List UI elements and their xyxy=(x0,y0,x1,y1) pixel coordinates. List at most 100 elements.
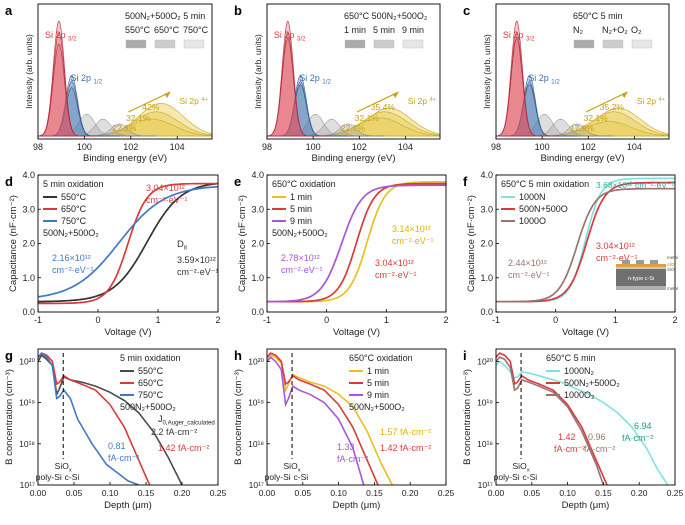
x-tick-label: 102 xyxy=(581,142,596,152)
panel-letter: b xyxy=(234,3,242,18)
x-tick-label: 0.05 xyxy=(524,488,541,498)
inset-label: SiOₓ xyxy=(667,267,677,272)
x-tick-label: 0.00 xyxy=(30,488,47,498)
series-line xyxy=(266,184,446,303)
series-line xyxy=(496,360,669,485)
annotation-line: fA·cm⁻² xyxy=(584,444,615,454)
legend-item: 550°C xyxy=(61,192,87,202)
x-tick-label: 0.20 xyxy=(631,488,648,498)
series-line xyxy=(267,352,379,485)
x-tick-label: -1 xyxy=(263,315,271,325)
legend-title: 650°C 5 min oxidation xyxy=(501,179,589,189)
legend-item: 1 min xyxy=(290,192,312,202)
panel-letter: g xyxy=(5,348,13,363)
legend-item: 1000N₂ xyxy=(564,366,595,376)
percent-label: 32.1% xyxy=(584,113,609,123)
annotation-line: cm⁻²·eV⁻¹ xyxy=(52,265,94,275)
annotation-line: 0.81 xyxy=(108,441,126,451)
panel-letter: i xyxy=(463,348,467,363)
annotation-line: fA·cm⁻² xyxy=(554,444,585,454)
trend-arrow xyxy=(128,91,171,113)
x-tick-label: 104 xyxy=(627,142,642,152)
x-tick-label: 0.00 xyxy=(259,488,276,498)
legend-swatch xyxy=(344,39,366,49)
y-axis-label: Intensity (arb. units) xyxy=(253,34,263,109)
x-axis-label: Binding energy (eV) xyxy=(541,153,625,164)
si4-peak xyxy=(541,121,670,137)
x-axis-label: Depth (μm) xyxy=(104,500,152,511)
region-label-csi: c-Si xyxy=(522,472,537,482)
legend-title: 650°C oxidation xyxy=(272,179,336,189)
peak-label-si2p12: Si 2p 1/2 xyxy=(528,73,560,86)
series-line xyxy=(496,352,608,485)
y-axis-label: B concentration (cm⁻³) xyxy=(4,369,15,465)
annotation-line: cm⁻²·eV⁻¹ xyxy=(281,265,323,275)
y-tick-label: 10¹⁹ xyxy=(477,398,493,408)
y-tick-label: 1.0 xyxy=(251,273,264,283)
y-tick-label: 3.0 xyxy=(22,204,35,214)
y-tick-label: 1.0 xyxy=(480,273,493,283)
series-line xyxy=(37,185,219,298)
peak-label-si2p12: Si 2p 1/2 xyxy=(299,73,331,86)
x-tick-label: 1 xyxy=(613,315,618,325)
x-tick-label: 100 xyxy=(77,142,92,152)
series-line xyxy=(38,351,140,485)
inset-label: metal xyxy=(667,255,678,260)
x-tick-label: 0.10 xyxy=(330,488,347,498)
panel-letter: h xyxy=(234,348,242,363)
legend-title: 5 min oxidation xyxy=(43,179,104,189)
legend-footer: 500N₂+500O₂ xyxy=(272,228,328,238)
peak-label-si2p32: Si 2p 3/2 xyxy=(503,30,535,43)
legend-swatch xyxy=(154,39,176,49)
y-tick-label: 2.0 xyxy=(480,239,493,249)
legend-title: 5 min oxidation xyxy=(120,353,181,363)
annotation-line: 3.04×10¹² xyxy=(146,183,185,193)
axes-frame xyxy=(266,348,447,486)
x-axis-label: Depth (μm) xyxy=(562,500,610,511)
annotation-line: fA·cm⁻² xyxy=(622,433,653,443)
legend-item: 500N₂+500O₂ xyxy=(564,378,620,388)
legend-item: O₂ xyxy=(631,25,642,35)
series-line xyxy=(38,182,218,305)
annotation-line: Dit xyxy=(177,239,187,252)
x-axis-label: Depth (μm) xyxy=(333,500,381,511)
y-tick-label: 10¹⁹ xyxy=(248,398,264,408)
x-tick-label: 0.15 xyxy=(595,488,612,498)
x-tick-label: 1 xyxy=(384,315,389,325)
percent-label: 32.1% xyxy=(126,113,151,123)
annotation-line: 2.78×10¹² xyxy=(281,253,320,263)
y-axis-label: Capacitance (nF·cm⁻²) xyxy=(466,195,477,292)
percent-label: 35.2% xyxy=(600,102,625,112)
y-tick-label: 4.0 xyxy=(251,170,264,180)
interface-label: SiOx xyxy=(55,461,72,474)
y-axis-label: Intensity (arb. units) xyxy=(24,34,34,109)
x-tick-label: 0 xyxy=(95,315,100,325)
y-axis-label: Intensity (arb. units) xyxy=(482,34,492,109)
interface-label: SiOx xyxy=(284,461,301,474)
axes-frame xyxy=(495,348,676,486)
legend-item: 1000O₂ xyxy=(564,390,595,400)
x-tick-label: 0.10 xyxy=(559,488,576,498)
legend-footer: 500N₂+500O₂ xyxy=(43,228,99,238)
percent-label: 35.4% xyxy=(371,102,396,112)
inset-label: n-type c-Si xyxy=(628,276,654,282)
percent-label: 22.7% xyxy=(341,123,366,133)
x-tick-label: 2 xyxy=(215,315,220,325)
series-line xyxy=(38,182,219,303)
trend-arrow xyxy=(585,91,628,113)
legend-title: 650°C oxidation xyxy=(349,353,413,363)
y-tick-label: 10²⁰ xyxy=(19,356,35,366)
y-tick-label: 10¹⁸ xyxy=(248,439,264,449)
annotation-line: 2.2 fA·cm⁻² xyxy=(151,427,197,437)
x-tick-label: 2 xyxy=(443,315,448,325)
y-tick-label: 10¹⁸ xyxy=(19,439,35,449)
y-axis-label: Capacitance (nF·cm⁻²) xyxy=(237,195,248,292)
annotation-line: 1.57 fA·cm⁻² xyxy=(380,427,431,437)
percent-label: 42% xyxy=(142,102,159,112)
legend-item: 650°C xyxy=(138,378,164,388)
legend-swatch xyxy=(602,39,624,49)
legend-item: 5 min xyxy=(290,204,312,214)
inset-metal-pad xyxy=(636,260,644,264)
annotation-line: fA·cm⁻² xyxy=(108,453,139,463)
